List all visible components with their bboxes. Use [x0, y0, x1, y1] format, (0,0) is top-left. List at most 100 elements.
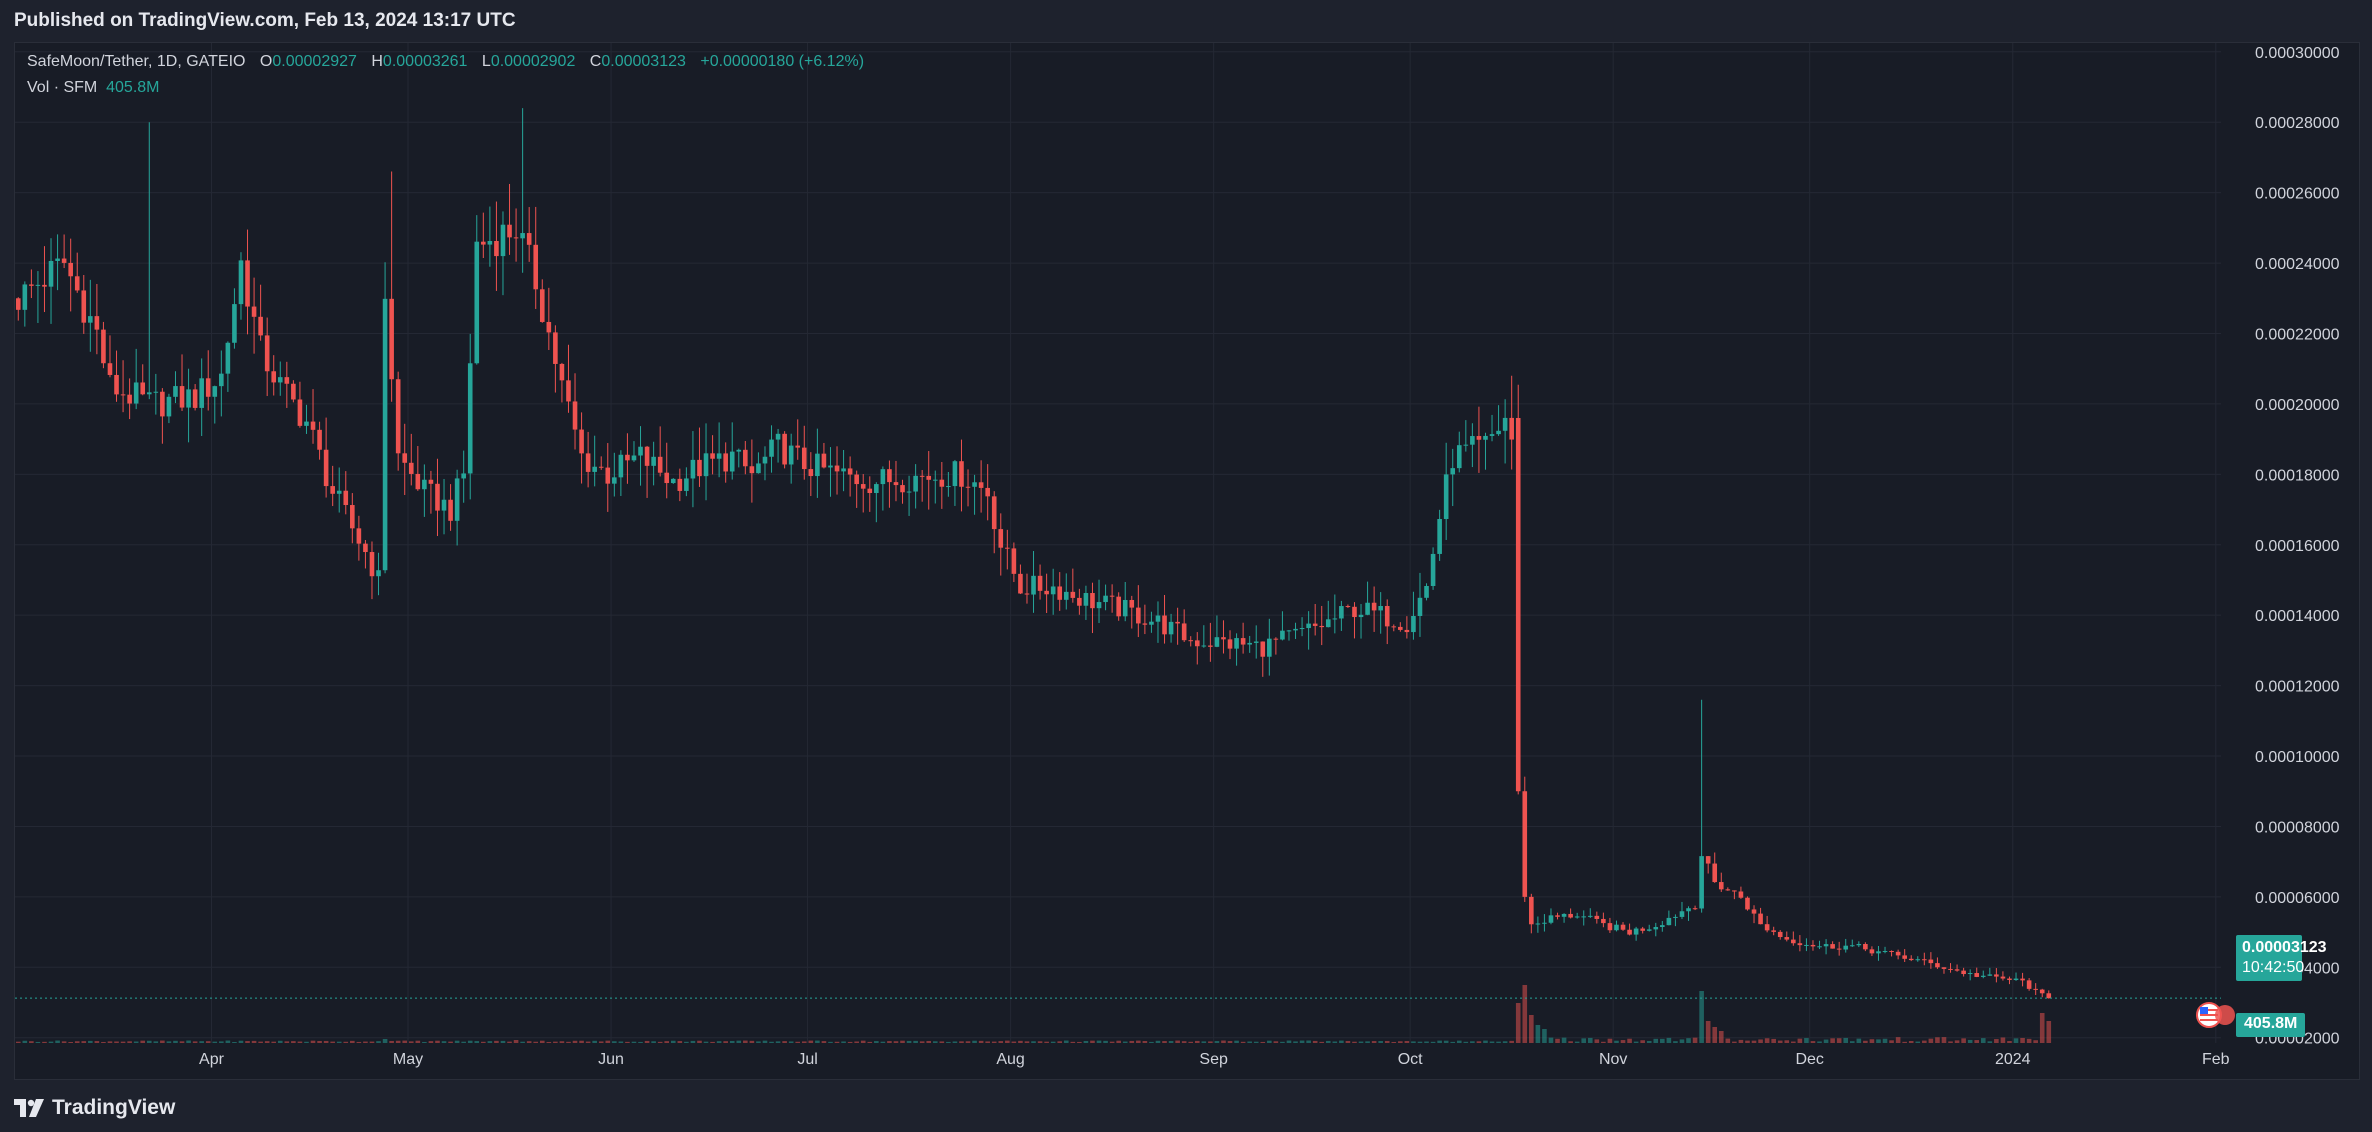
volume-bar	[1483, 1040, 1488, 1043]
candle-body	[926, 475, 932, 480]
volume-bar	[474, 1041, 480, 1043]
candle-body	[291, 383, 296, 400]
candle-body	[1705, 856, 1711, 864]
candle-body	[1293, 628, 1298, 631]
price-chart[interactable]: 0.00030000 0.00028000 0.00026000 0.00024000…	[15, 43, 2359, 1079]
volume-bar	[323, 1040, 329, 1043]
volume-bar	[1561, 1037, 1567, 1043]
candle-body	[612, 477, 617, 484]
candle-body	[1312, 623, 1318, 626]
volume-bar	[1430, 1041, 1436, 1043]
volume-bar	[448, 1041, 453, 1043]
candle-body	[965, 486, 971, 488]
candle-body	[1384, 606, 1390, 627]
volume-bar	[1175, 1040, 1180, 1043]
legend-volume: Vol · SFM 405.8M	[27, 79, 170, 97]
tradingview-logo-icon	[14, 1099, 44, 1117]
volume-bar	[1948, 1041, 1953, 1043]
legend-high-label: H	[371, 53, 383, 70]
volume-bar	[1980, 1038, 1986, 1043]
candle-body	[526, 233, 532, 245]
candle-body	[212, 386, 218, 397]
candle-body	[1398, 626, 1403, 630]
candle-body	[1470, 436, 1475, 445]
candle-body	[179, 386, 185, 408]
candle-body	[382, 298, 388, 571]
volume-bar	[494, 1040, 499, 1043]
volume-bar	[1253, 1041, 1259, 1043]
candle-body	[153, 391, 159, 393]
volume-bar	[638, 1041, 643, 1043]
volume-bar	[2000, 1037, 2006, 1043]
candle-body	[428, 479, 434, 484]
y-tick-label: 0.00020000	[2255, 397, 2340, 414]
candle-body	[1168, 621, 1174, 635]
candle-body	[1961, 970, 1966, 975]
legend-symbol[interactable]: SafeMoon/Tether, 1D, GATEIO	[27, 53, 246, 70]
volume-bar	[402, 1040, 408, 1043]
candle-body	[1077, 597, 1082, 606]
candle-body	[1240, 638, 1246, 645]
volume-bar	[913, 1040, 918, 1043]
volume-bar	[251, 1040, 257, 1043]
candle-body	[461, 473, 466, 479]
chart-pane[interactable]: 0.00030000 0.00028000 0.00026000 0.00024000…	[14, 42, 2360, 1080]
candle-body	[422, 479, 427, 490]
volume-bar	[61, 1041, 67, 1043]
volume-bar	[435, 1040, 440, 1043]
candle-body	[743, 449, 748, 467]
volume-bar	[887, 1041, 892, 1043]
candle-body	[1895, 951, 1901, 956]
volume-bar	[1712, 1027, 1718, 1043]
candle-body	[795, 445, 801, 448]
legend-high: 0.00003261	[382, 53, 468, 70]
candle-body	[985, 487, 990, 497]
legend-vol-label[interactable]: Vol · SFM	[27, 79, 98, 96]
volume-bar	[205, 1041, 211, 1043]
volume-bar	[317, 1040, 322, 1043]
candle-body	[1601, 918, 1606, 924]
candle-body	[15, 298, 21, 310]
volume-bar	[1751, 1040, 1757, 1043]
volume-bar	[369, 1041, 375, 1043]
volume-bar	[146, 1040, 152, 1043]
candle-body	[1745, 897, 1750, 910]
us-flag-event-icon[interactable]	[2195, 1001, 2241, 1029]
volume-bar	[657, 1041, 663, 1043]
candle-body	[395, 379, 401, 454]
candle-body	[598, 466, 604, 468]
candle-body	[88, 316, 93, 323]
volume-bar	[284, 1041, 290, 1043]
y-tick-label: 0.00008000	[2255, 819, 2340, 836]
volume-bar	[795, 1041, 801, 1043]
candle-body	[657, 456, 663, 473]
volume-bar	[664, 1041, 670, 1043]
candle-body	[1732, 890, 1737, 892]
volume-bar	[1299, 1040, 1305, 1043]
candle-body	[860, 484, 866, 489]
candle-body	[55, 258, 60, 261]
legend-close-label: C	[589, 53, 602, 70]
candle-body	[1843, 945, 1849, 950]
volume-bar	[1240, 1041, 1246, 1043]
candle-body	[1712, 863, 1718, 883]
volume-bar	[1535, 1025, 1541, 1043]
volume-bar	[991, 1041, 997, 1043]
volume-bar	[841, 1041, 846, 1043]
candle-body	[133, 382, 139, 404]
volume-bar	[1168, 1041, 1174, 1043]
volume-bar	[1732, 1041, 1737, 1043]
candle-body	[566, 380, 571, 402]
candle-body	[1764, 924, 1770, 931]
volume-bar	[716, 1041, 722, 1043]
candle-body	[1345, 606, 1351, 608]
volume-bar	[1286, 1040, 1292, 1043]
candle-body	[173, 386, 178, 397]
volume-bar	[212, 1041, 218, 1043]
legend-open-label: O	[259, 53, 273, 70]
candle-body	[114, 374, 119, 395]
tradingview-logo[interactable]: TradingView	[14, 1096, 175, 1120]
candle-body	[2033, 988, 2038, 990]
volume-bar	[1312, 1040, 1318, 1043]
volume-bar	[1542, 1029, 1547, 1043]
